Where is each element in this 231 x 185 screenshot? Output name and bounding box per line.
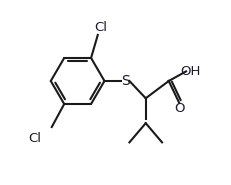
Text: OH: OH <box>180 65 200 78</box>
Text: O: O <box>173 102 184 115</box>
Text: S: S <box>121 74 129 88</box>
Text: Cl: Cl <box>28 132 41 145</box>
Text: Cl: Cl <box>94 21 107 34</box>
